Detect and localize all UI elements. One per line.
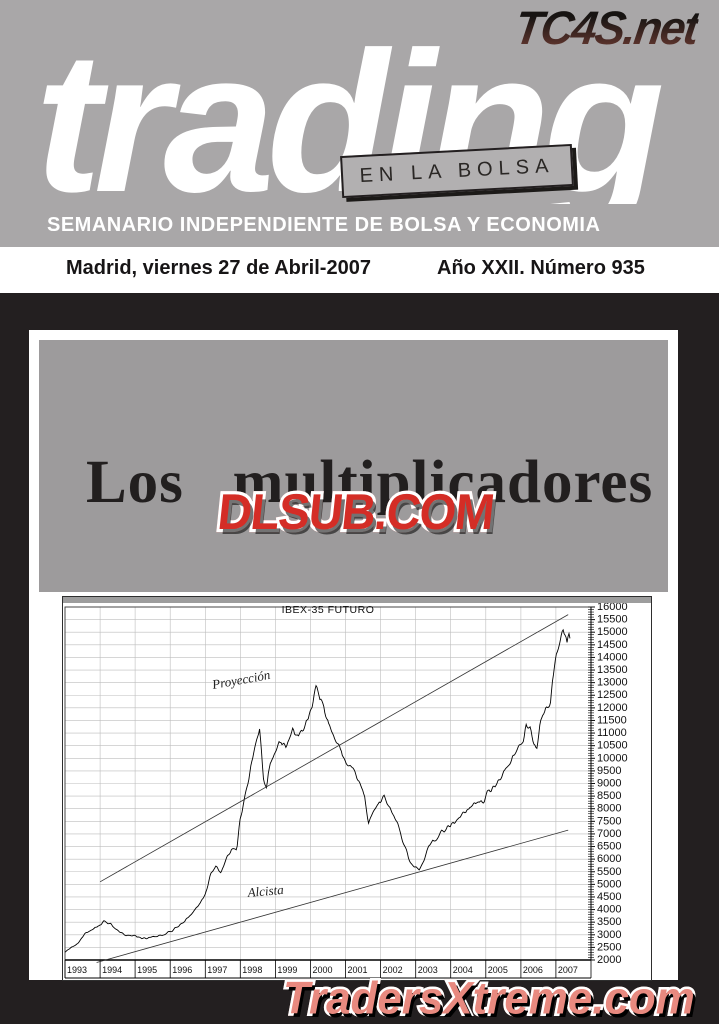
svg-text:7000: 7000: [597, 828, 621, 840]
svg-text:IBEX-35 FUTURO: IBEX-35 FUTURO: [282, 604, 375, 616]
svg-text:2000: 2000: [597, 954, 621, 966]
svg-text:1994: 1994: [102, 965, 122, 975]
svg-text:12000: 12000: [597, 702, 628, 714]
svg-text:11500: 11500: [597, 715, 627, 727]
svg-text:1995: 1995: [137, 965, 157, 975]
svg-text:4000: 4000: [597, 904, 621, 916]
svg-text:15500: 15500: [597, 614, 628, 626]
svg-text:6500: 6500: [597, 841, 621, 853]
svg-text:1993: 1993: [67, 965, 87, 975]
svg-text:9500: 9500: [597, 765, 621, 777]
svg-text:5000: 5000: [597, 878, 621, 890]
svg-text:8500: 8500: [597, 790, 621, 802]
svg-text:14000: 14000: [597, 651, 628, 663]
svg-text:13000: 13000: [597, 677, 628, 689]
svg-text:1997: 1997: [207, 965, 227, 975]
svg-text:6000: 6000: [597, 853, 621, 865]
svg-text:9000: 9000: [597, 778, 621, 790]
svg-text:8000: 8000: [597, 803, 621, 815]
svg-text:3500: 3500: [597, 916, 621, 928]
svg-text:7500: 7500: [597, 815, 621, 827]
svg-text:14500: 14500: [597, 639, 628, 651]
svg-text:13500: 13500: [597, 664, 628, 676]
svg-text:12500: 12500: [597, 689, 628, 701]
svg-text:3000: 3000: [597, 929, 621, 941]
svg-text:11000: 11000: [597, 727, 627, 739]
svg-text:10000: 10000: [597, 752, 628, 764]
svg-text:1996: 1996: [172, 965, 192, 975]
svg-text:1998: 1998: [242, 965, 262, 975]
svg-text:5500: 5500: [597, 866, 621, 878]
svg-text:10500: 10500: [597, 740, 628, 752]
svg-text:2500: 2500: [597, 941, 621, 953]
svg-text:4500: 4500: [597, 891, 621, 903]
svg-text:15000: 15000: [597, 626, 628, 638]
svg-text:16000: 16000: [597, 601, 628, 613]
